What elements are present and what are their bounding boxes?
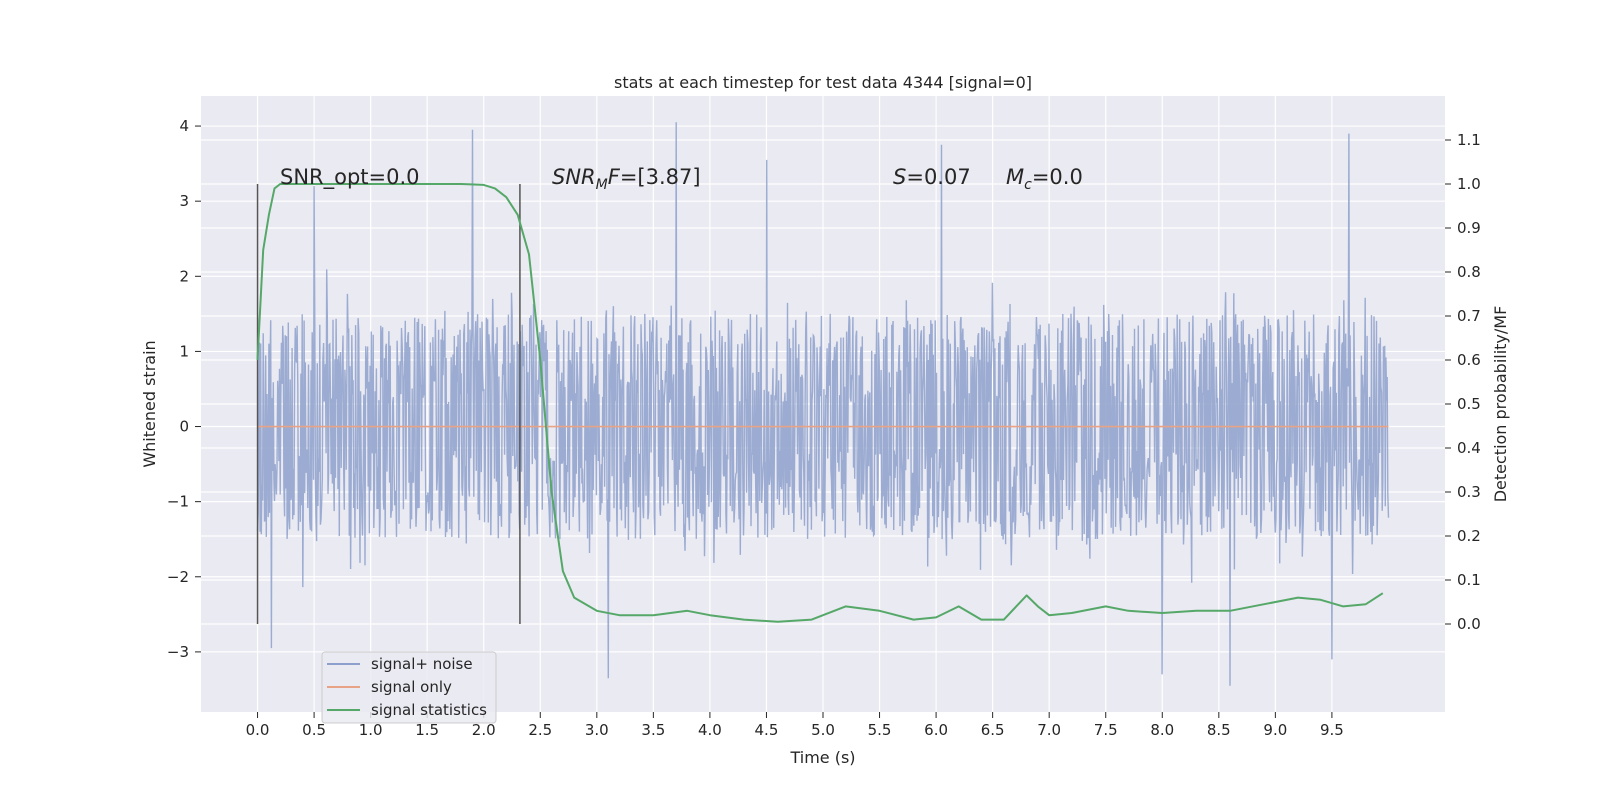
- yl-tick-label-6: −2: [167, 568, 189, 586]
- yl-tick-label-7: −3: [167, 643, 189, 661]
- x-tick-label-0: 0.0: [246, 721, 270, 739]
- yr-tick-label-0: 1.1: [1457, 131, 1481, 149]
- x-tick-label-9: 4.5: [755, 721, 779, 739]
- yr-tick-label-4: 0.7: [1457, 307, 1481, 325]
- annotation-mc-sub: c: [1024, 177, 1032, 193]
- x-tick-label-13: 6.5: [981, 721, 1005, 739]
- x-tick-label-3: 1.5: [415, 721, 439, 739]
- annotation-mc: Mc=0.0: [1006, 165, 1083, 193]
- annotation-snr-mf: SNRMF=[3.87]: [552, 165, 701, 193]
- yr-tick-label-10: 0.1: [1457, 571, 1481, 589]
- yl-tick-label-0: 4: [179, 117, 189, 135]
- line-signal-noise: [256, 122, 1390, 686]
- yr-tick-label-6: 0.5: [1457, 395, 1481, 413]
- yl-tick-label-4: 0: [179, 418, 189, 436]
- x-tick-label-17: 8.5: [1207, 721, 1231, 739]
- series-signal-noise: [256, 122, 1390, 686]
- x-tick-label-14: 7.0: [1037, 721, 1061, 739]
- yr-tick-label-2: 0.9: [1457, 219, 1481, 237]
- series-signal-statistics: [256, 183, 1384, 623]
- x-tick-label-18: 9.0: [1263, 721, 1287, 739]
- yr-tick-label-11: 0.0: [1457, 615, 1481, 633]
- x-tick-label-16: 8.0: [1150, 721, 1174, 739]
- yr-tick-label-3: 0.8: [1457, 263, 1481, 281]
- yr-tick-label-9: 0.2: [1457, 527, 1481, 545]
- x-tick-label-8: 4.0: [698, 721, 722, 739]
- line-signal-statistics: [256, 183, 1384, 623]
- y-left-axis-ticks: 4 3 2 1 0 −1 −2 −3: [167, 117, 201, 661]
- annotation-snr-mf-suffix: F: [608, 165, 621, 189]
- x-tick-label-15: 7.5: [1094, 721, 1118, 739]
- legend-label-signal-noise: signal+ noise: [371, 655, 473, 673]
- annotation-snr-opt: SNR_opt=0.0: [280, 165, 420, 190]
- x-tick-label-6: 3.0: [585, 721, 609, 739]
- vertical-markers: [256, 184, 521, 624]
- annotation-snr-mf-value: =[3.87]: [620, 165, 701, 189]
- y-left-axis-label: Whitened strain: [140, 340, 159, 467]
- x-tick-label-4: 2.0: [472, 721, 496, 739]
- x-tick-label-5: 2.5: [528, 721, 552, 739]
- yr-tick-label-7: 0.4: [1457, 439, 1481, 457]
- annotation-snr-mf-prefix: SNR: [552, 165, 596, 189]
- annotation-s-value: =0.07: [906, 165, 970, 189]
- annotation-mc-value: =0.0: [1032, 165, 1083, 189]
- legend-box: [321, 651, 497, 724]
- y-right-axis-label: Detection probability/MF: [1491, 306, 1510, 503]
- yr-tick-label-5: 0.6: [1457, 351, 1481, 369]
- yr-tick-label-1: 1.0: [1457, 175, 1481, 193]
- x-tick-label-2: 1.0: [359, 721, 383, 739]
- x-tick-label-10: 5.0: [811, 721, 835, 739]
- x-tick-label-7: 3.5: [641, 721, 665, 739]
- yr-tick-label-8: 0.3: [1457, 483, 1481, 501]
- legend-label-signal-only: signal only: [371, 678, 452, 696]
- yl-tick-label-3: 1: [179, 342, 189, 360]
- annotation-snr-mf-sub: M: [596, 177, 608, 193]
- chart-title: stats at each timestep for test data 434…: [614, 73, 1032, 92]
- annotation-mc-symbol: M: [1006, 165, 1024, 189]
- yl-tick-label-2: 2: [179, 267, 189, 285]
- annotation-s-symbol: S: [893, 165, 906, 189]
- yl-tick-label-5: −1: [167, 493, 189, 511]
- yl-tick-label-1: 3: [179, 192, 189, 210]
- x-tick-label-1: 0.5: [302, 721, 326, 739]
- x-tick-label-11: 5.5: [868, 721, 892, 739]
- x-tick-label-12: 6.0: [924, 721, 948, 739]
- x-axis-label: Time (s): [789, 748, 855, 767]
- legend-label-signal-statistics: signal statistics: [371, 701, 487, 719]
- y-right-axis-ticks: 1.1 1.0 0.9 0.8 0.7 0.6 0.5 0.4 0.3 0.2 0.1 0.0: [1445, 131, 1481, 633]
- annotation-s: S=0.07: [893, 165, 971, 189]
- x-axis-ticks: 0.0 0.5 1.0 1.5 2.0 2.5 3.0 3.5 4.0 4.5 5.0 5.5 6.0 6…: [246, 712, 1344, 739]
- x-tick-label-19: 9.5: [1320, 721, 1344, 739]
- legend: signal+ noise signal only signal statist…: [321, 651, 497, 724]
